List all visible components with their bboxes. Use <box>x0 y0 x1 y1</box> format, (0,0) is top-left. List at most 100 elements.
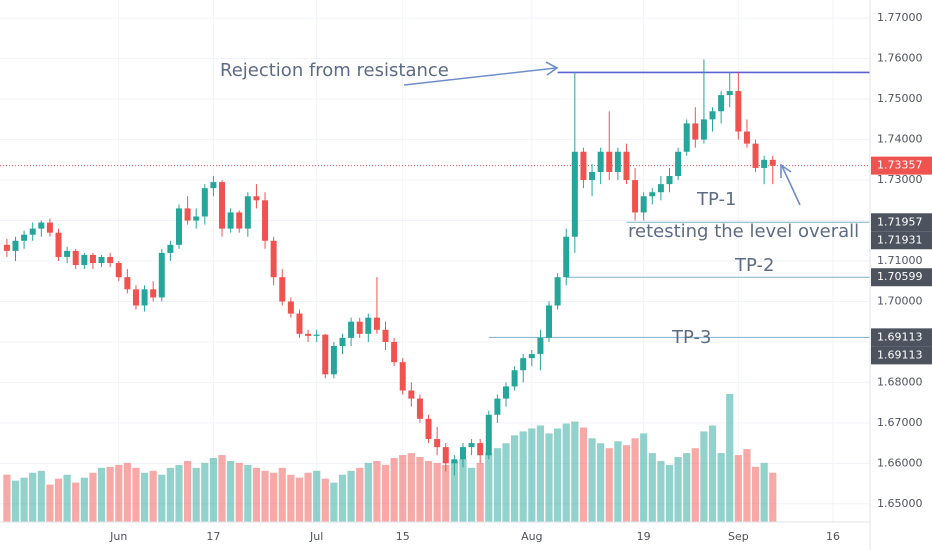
price-tag <box>871 156 932 175</box>
volume-bar <box>743 449 751 522</box>
level-label: TP-3 <box>671 327 711 348</box>
price-tag <box>871 346 932 365</box>
volume-bar <box>665 464 674 522</box>
y-tick-label: 1.77000 <box>877 11 923 24</box>
volume-bar <box>338 474 347 522</box>
x-tick-label: 16 <box>826 530 840 543</box>
volume-bar <box>201 462 209 522</box>
volume-bar <box>132 467 140 522</box>
volume-bar <box>183 460 192 522</box>
candle-body <box>571 151 578 237</box>
candle-body <box>502 386 509 399</box>
candle-body <box>477 443 484 456</box>
candle-body <box>141 289 148 306</box>
candle-body <box>666 176 673 185</box>
candle-body <box>485 414 492 456</box>
candle-body <box>55 232 62 257</box>
candle-body <box>425 418 432 440</box>
candle-body <box>683 123 690 152</box>
volume-bar <box>717 453 725 522</box>
volume-bar <box>450 460 458 522</box>
volume-bar <box>769 472 777 522</box>
volume-bar <box>536 425 545 522</box>
candle-body <box>623 151 630 181</box>
volume-bar <box>330 482 338 522</box>
candle-body <box>528 354 535 359</box>
volume-bar <box>356 467 364 522</box>
volume-bar <box>175 464 183 522</box>
candle-body <box>769 159 776 166</box>
volume-bar <box>287 474 295 522</box>
candle-body <box>150 289 157 298</box>
volume-bar <box>270 472 278 522</box>
volume-bar <box>683 453 691 522</box>
candle-body <box>700 119 707 140</box>
volume-bar <box>115 464 123 522</box>
volume-bar <box>192 467 200 522</box>
volume-bar <box>502 443 510 522</box>
volume-bar <box>493 448 501 522</box>
candle-body <box>46 222 53 233</box>
candle-body <box>3 244 10 251</box>
volume-bar <box>295 477 304 522</box>
volume-bar <box>29 472 37 522</box>
volume-bar <box>416 457 424 522</box>
y-tick-label: 1.67000 <box>877 416 923 429</box>
candle-body <box>580 151 587 181</box>
candle-body <box>597 151 604 172</box>
candle-body <box>21 234 28 241</box>
candle-body <box>158 252 165 298</box>
volume-bar <box>140 472 149 522</box>
volume-bar <box>554 428 562 522</box>
candle-body <box>193 216 200 221</box>
candle-body <box>279 277 286 302</box>
candle-body <box>640 196 647 213</box>
candle-body <box>520 358 527 371</box>
candle-body <box>451 459 458 464</box>
candle-body <box>761 159 768 168</box>
y-tick-label: 1.73000 <box>877 173 923 186</box>
volume-bar <box>227 460 235 522</box>
candle-body <box>434 439 441 448</box>
candle-body <box>107 256 114 264</box>
candle-body <box>606 151 613 172</box>
candle-body <box>537 337 544 355</box>
volume-bar <box>106 466 114 522</box>
y-tick-label: 1.75000 <box>877 92 923 105</box>
volume-bar <box>708 425 717 522</box>
volume-bar <box>734 455 742 522</box>
candle-body <box>614 151 621 172</box>
volume-bar <box>321 478 329 522</box>
candle-body <box>718 95 725 112</box>
candle-body <box>554 277 561 306</box>
volume-bar <box>11 480 20 522</box>
volume-bar <box>622 445 631 522</box>
candle-body <box>287 301 294 314</box>
volume-bar <box>760 462 768 522</box>
candle-body <box>382 329 389 342</box>
candle-body <box>132 289 139 306</box>
price-tag <box>871 328 932 347</box>
volume-bar <box>244 464 252 522</box>
volume-bar <box>614 441 622 522</box>
volume-bar <box>648 453 656 522</box>
y-tick-label: 1.65000 <box>877 497 923 510</box>
arrows <box>403 61 801 206</box>
volume-bar <box>528 428 536 522</box>
volume-bar <box>674 457 682 522</box>
volume-bar <box>97 467 106 522</box>
volume-bar <box>545 433 553 522</box>
volume-bar <box>467 467 476 522</box>
x-tick-label: Jul <box>309 530 323 543</box>
volume-bar <box>579 427 588 522</box>
volume-bar <box>20 477 28 522</box>
annotation: retesting the level overall <box>628 221 859 242</box>
candle-body <box>296 313 303 334</box>
volume-bar <box>3 474 11 522</box>
volume-bar <box>700 431 708 522</box>
candle-body <box>236 212 243 229</box>
volume-bar <box>158 474 166 522</box>
candle-body <box>459 447 466 460</box>
